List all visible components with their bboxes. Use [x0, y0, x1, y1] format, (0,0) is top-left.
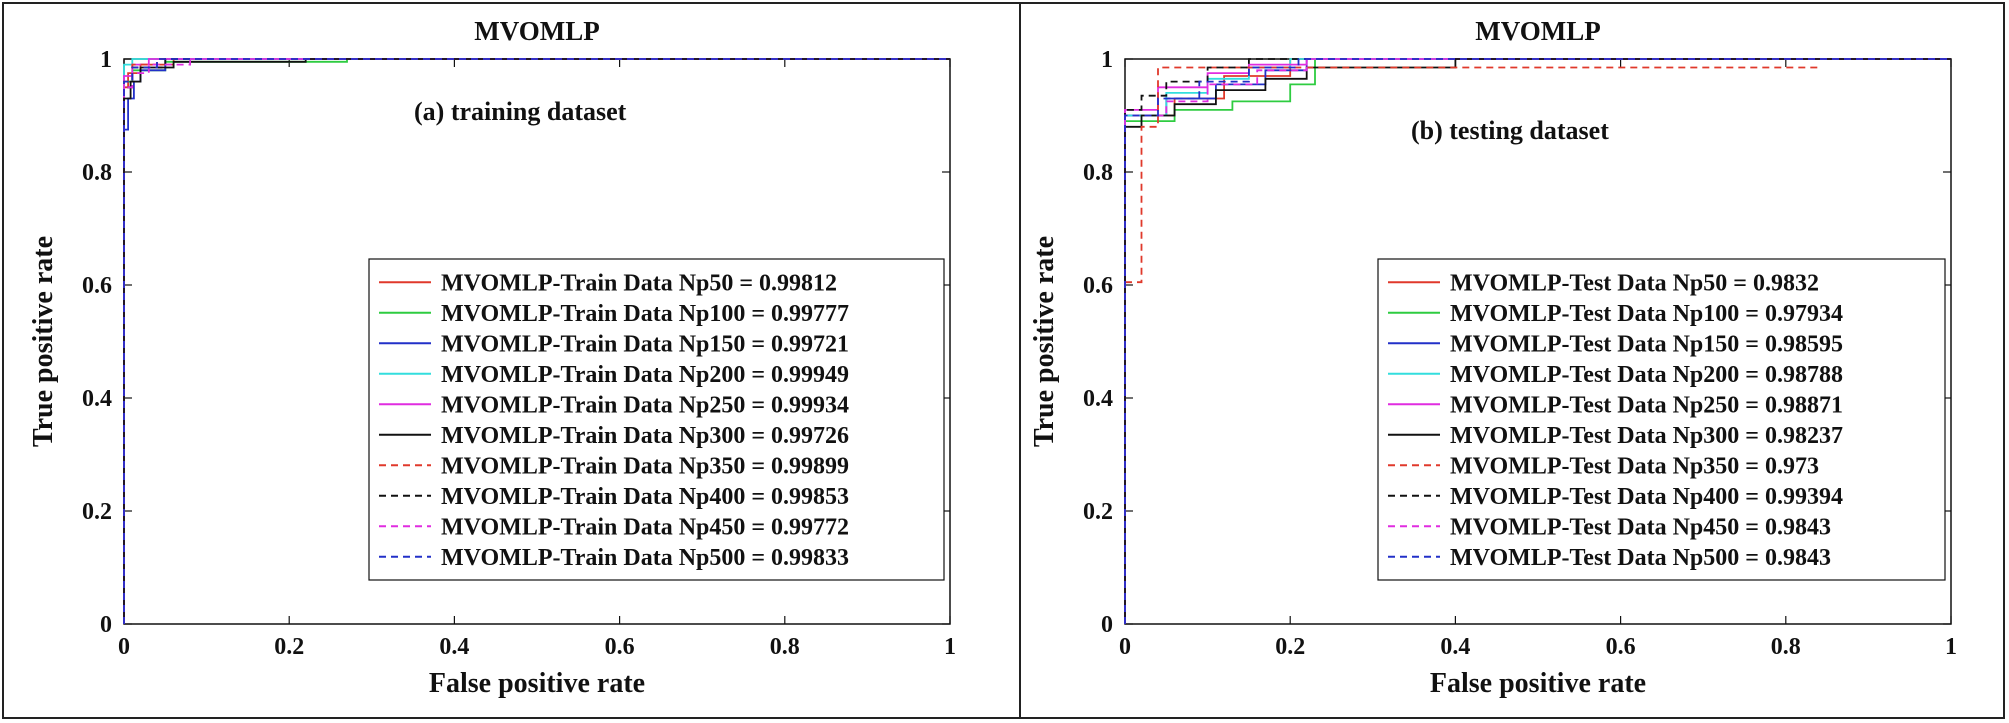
- legend-entry: MVOMLP-Train Data Np200 = 0.99949: [441, 362, 849, 388]
- x-tick-label: 0: [118, 634, 130, 660]
- series-line-9: [123, 58, 950, 624]
- y-tick-label: 1: [1101, 47, 1113, 73]
- x-axis-label: False positive rate: [429, 668, 645, 699]
- x-tick-label: 0.2: [1275, 634, 1305, 660]
- chart-title: MVOMLP: [474, 16, 599, 46]
- x-tick-label: 0.6: [1606, 634, 1636, 660]
- legend-box: [1377, 258, 1946, 581]
- legend-entry: MVOMLP-Test Data Np450 = 0.9843: [1450, 514, 1831, 540]
- chart-annotation: (b) testing dataset: [1411, 116, 1609, 145]
- x-tick-label: 0: [1119, 634, 1131, 660]
- series-line-10: [1124, 58, 1951, 624]
- y-tick-label: 0.2: [1083, 499, 1113, 525]
- legend-entry: MVOMLP-Test Data Np250 = 0.98871: [1450, 392, 1843, 418]
- legend-entry: MVOMLP-Test Data Np400 = 0.99394: [1450, 484, 1843, 510]
- legend-entry: MVOMLP-Train Data Np50 = 0.99812: [441, 270, 837, 296]
- legend-entry: MVOMLP-Train Data Np350 = 0.99899: [441, 453, 849, 479]
- y-axis-label: True positive rate: [28, 236, 59, 447]
- chart-panel-training: MVOMLP 0 0.2 0.4 0.6 0.8 1 0 0.2 0.4 0.6 0.8 1 False …: [4, 2, 1019, 722]
- series-line-7: [1125, 66, 1819, 284]
- y-tick-label: 0.6: [1083, 273, 1113, 299]
- x-tick-label: 0.2: [274, 634, 304, 660]
- y-tick-label: 0: [1101, 612, 1113, 638]
- chart-annotation: (a) training dataset: [414, 97, 627, 126]
- chart-title: MVOMLP: [1475, 16, 1600, 46]
- legend-entry: MVOMLP-Train Data Np500 = 0.99833: [441, 545, 849, 571]
- x-tick-label: 0.6: [605, 634, 635, 660]
- legend-entry: MVOMLP-Train Data Np450 = 0.99772: [441, 514, 849, 540]
- y-tick-label: 0.2: [82, 499, 112, 525]
- y-tick-label: 1: [100, 47, 112, 73]
- y-axis-label: True positive rate: [1029, 236, 1060, 447]
- legend-entry: MVOMLP-Train Data Np100 = 0.99777: [441, 301, 849, 327]
- chart-training-svg: MVOMLP 0 0.2 0.4 0.6 0.8 1 0 0.2 0.4 0.6 0.8 1 False …: [28, 16, 956, 699]
- legend-entry: MVOMLP-Test Data Np200 = 0.98788: [1450, 362, 1843, 388]
- y-tick-label: 0.8: [1083, 160, 1113, 186]
- x-tick-label: 0.8: [1771, 634, 1801, 660]
- x-tick-label: 0.4: [439, 634, 469, 660]
- x-tick-label: 1: [944, 634, 956, 660]
- legend-entry: MVOMLP-Train Data Np300 = 0.99726: [441, 423, 849, 449]
- x-tick-label: 1: [1945, 634, 1957, 660]
- legend-entry: MVOMLP-Test Data Np350 = 0.973: [1450, 453, 1819, 479]
- y-tick-label: 0.8: [82, 160, 112, 186]
- series-line-6: [123, 58, 950, 624]
- panel-divider: [1019, 2, 1021, 719]
- legend-entry: MVOMLP-Train Data Np400 = 0.99853: [441, 484, 849, 510]
- legend-entry: MVOMLP-Test Data Np300 = 0.98237: [1450, 423, 1843, 449]
- legend-entry: MVOMLP-Train Data Np150 = 0.99721: [441, 331, 849, 357]
- legend-entry: MVOMLP-Test Data Np50 = 0.9832: [1450, 270, 1819, 296]
- legend-entry: MVOMLP-Train Data Np250 = 0.99934: [441, 392, 849, 418]
- y-tick-label: 0.4: [82, 386, 112, 412]
- legend-box: [368, 258, 945, 581]
- legend-entry: MVOMLP-Test Data Np150 = 0.98595: [1450, 331, 1843, 357]
- chart-panel-testing: MVOMLP 0 0.2 0.4 0.6 0.8 1 0 0.2 0.4 0.6 0.8 1 False …: [1021, 2, 2003, 722]
- x-tick-label: 0.8: [770, 634, 800, 660]
- y-tick-label: 0: [100, 612, 112, 638]
- series-line-5: [1124, 58, 1951, 624]
- x-tick-label: 0.4: [1440, 634, 1470, 660]
- x-axis-label: False positive rate: [1430, 668, 1646, 699]
- chart-testing-svg: MVOMLP 0 0.2 0.4 0.6 0.8 1 0 0.2 0.4 0.6 0.8 1 False …: [1029, 16, 1957, 699]
- y-tick-label: 0.4: [1083, 386, 1113, 412]
- legend-entry: MVOMLP-Test Data Np500 = 0.9843: [1450, 545, 1831, 571]
- y-tick-label: 0.6: [82, 273, 112, 299]
- series-line-10: [123, 58, 950, 624]
- legend-entry: MVOMLP-Test Data Np100 = 0.97934: [1450, 301, 1843, 327]
